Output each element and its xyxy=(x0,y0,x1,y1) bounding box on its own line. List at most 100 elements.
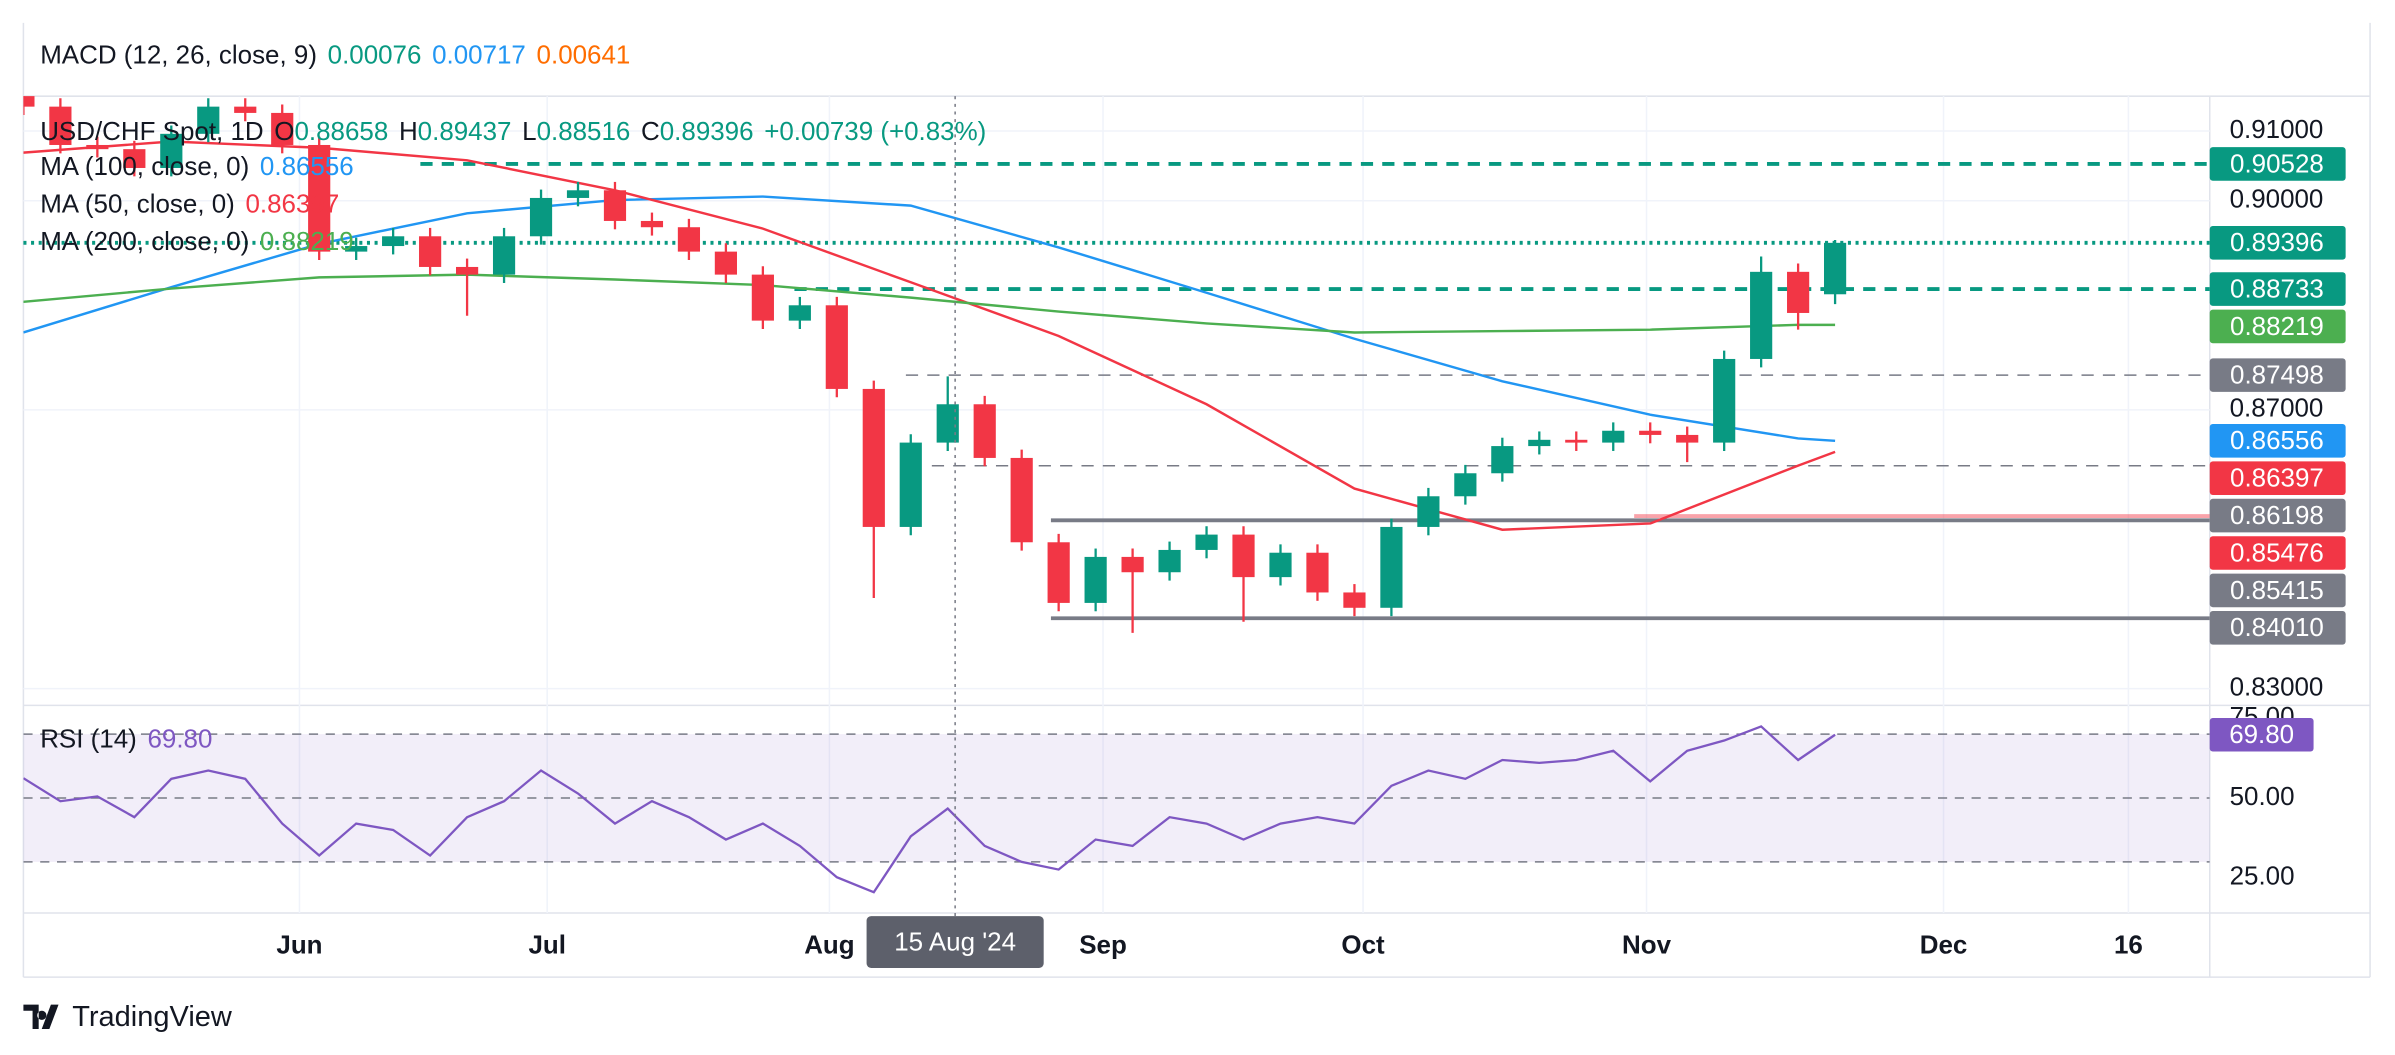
y-tick-label: 0.90000 xyxy=(2230,186,2324,214)
candle-body xyxy=(1823,242,1847,295)
price-tag xyxy=(2209,147,2346,181)
price-tag xyxy=(2209,272,2346,306)
price-tag xyxy=(2209,611,2346,645)
candle-body xyxy=(492,236,516,275)
candle-body xyxy=(1565,439,1588,443)
macd-value: 0.00717 xyxy=(432,41,526,69)
legend-line: RSI (14) 69.80 xyxy=(40,725,212,753)
y-tick-label: 25.00 xyxy=(2230,863,2295,891)
candle-body xyxy=(23,96,35,107)
crosshair-tag xyxy=(866,916,1044,968)
candle-body xyxy=(123,149,146,168)
candle-body xyxy=(1787,271,1810,313)
candle-body xyxy=(566,190,590,198)
candle-body xyxy=(382,236,405,247)
legend-line: USD/CHF Spot, 1D O0.88658 H0.89437 L0.88516… xyxy=(40,118,986,146)
crosshair-label: 15 Aug '24 xyxy=(894,928,1016,956)
candle-body xyxy=(936,404,959,443)
x-tick-label: Jun xyxy=(276,931,322,959)
price-tag-label: 0.85415 xyxy=(2230,577,2324,605)
candle-body xyxy=(603,190,627,221)
candle-body xyxy=(825,305,848,389)
price-tag xyxy=(2209,358,2346,392)
symbol: USD/CHF Spot, 1D xyxy=(40,118,263,146)
brand-name: TradingView xyxy=(72,1001,233,1033)
candle-body xyxy=(1713,358,1736,443)
candle-body xyxy=(677,227,701,252)
price-tag-label: 0.86397 xyxy=(2230,465,2324,493)
candle-body xyxy=(345,246,368,252)
ohlc-value: 0.88516 xyxy=(537,118,631,146)
price-tag-label: 0.90528 xyxy=(2230,150,2324,178)
candle-body xyxy=(1750,271,1773,359)
x-tick-label: 16 xyxy=(2114,931,2143,959)
price-tag xyxy=(2209,498,2346,533)
ohlc-value: 0.89396 xyxy=(660,118,754,146)
price-tag xyxy=(2209,309,2346,344)
y-tick-label: 50.00 xyxy=(2230,783,2295,811)
x-tick-label: Nov xyxy=(1622,931,1672,959)
candle-body xyxy=(640,220,664,228)
legend-line: MA (50, close, 0) 0.86397 xyxy=(40,190,339,218)
candle-body xyxy=(1195,534,1218,550)
x-tick-label: Jul xyxy=(528,931,565,959)
price-tag xyxy=(2209,461,2346,495)
candle-body xyxy=(1047,542,1070,603)
candle-body xyxy=(308,144,331,252)
price-tag-label: 0.88733 xyxy=(2230,275,2324,303)
macd-label: MACD (12, 26, close, 9) xyxy=(40,41,317,69)
candle-body xyxy=(455,266,479,275)
macd-value: 0.00076 xyxy=(328,41,422,69)
legend-line: MACD (12, 26, close, 9) 0.00076 0.00717 0.0… xyxy=(40,41,630,69)
y-tick-label: 0.83000 xyxy=(2230,674,2324,702)
candle-body xyxy=(1306,552,1329,593)
x-tick-label: Aug xyxy=(804,931,854,959)
price-tag xyxy=(2209,423,2346,458)
candle-body xyxy=(1121,556,1144,573)
candle-body xyxy=(49,106,72,145)
moving-average-line xyxy=(23,140,1836,531)
y-tick-label: 0.91000 xyxy=(2230,116,2324,144)
ohlc-value: 0.88658 xyxy=(295,118,389,146)
ohlc-value: 0.89437 xyxy=(418,118,512,146)
ohlc-prefix: H xyxy=(399,118,418,146)
x-tick-label: Sep xyxy=(1079,931,1127,959)
price-tag-label: 0.85476 xyxy=(2230,539,2324,567)
legend-name: MA (100, close, 0) xyxy=(40,153,249,181)
legends: MACD (12, 26, close, 9) 0.00076 0.00717 0.0… xyxy=(40,41,986,753)
legend-line: MA (200, close, 0) 0.88219 xyxy=(40,228,353,256)
price-tag-label: 0.88219 xyxy=(2230,313,2324,341)
ohlc-prefix: L xyxy=(522,118,536,146)
legend-value: 0.86556 xyxy=(260,153,354,181)
price-tag xyxy=(2209,226,2346,260)
candle-body xyxy=(529,197,553,237)
ohlc-prefix: O xyxy=(274,118,294,146)
ohlc-prefix: C xyxy=(641,118,660,146)
rsi-line xyxy=(23,725,1836,894)
candle-body xyxy=(1417,496,1440,527)
candle-body xyxy=(1528,439,1551,447)
macd-value: 0.00641 xyxy=(537,41,631,69)
legend-name: MA (200, close, 0) xyxy=(40,228,249,256)
brand-logo xyxy=(23,1004,59,1030)
candle-body xyxy=(1676,434,1699,443)
rsi-pane xyxy=(23,725,2210,894)
rsi-tag xyxy=(2209,717,2314,752)
x-tick-label: Oct xyxy=(1341,931,1385,959)
price-tag-label: 0.89396 xyxy=(2230,229,2324,257)
candle-body xyxy=(234,106,257,113)
legend-line: MA (100, close, 0) 0.86556 xyxy=(40,153,353,181)
candle-body xyxy=(1491,446,1514,474)
rsi-value: 69.80 xyxy=(147,725,212,753)
candle-body xyxy=(1639,430,1662,435)
x-tick-label: Dec xyxy=(1920,931,1968,959)
legend-name: MA (50, close, 0) xyxy=(40,190,235,218)
candle-body xyxy=(419,236,442,267)
moving-average-line xyxy=(23,195,1836,443)
candle-body xyxy=(788,305,811,321)
candle-body xyxy=(862,388,885,527)
candle-body xyxy=(197,106,220,134)
price-tag xyxy=(2209,573,2346,608)
legend-value: 0.86397 xyxy=(246,190,340,218)
price-tag-label: 0.86556 xyxy=(2230,427,2324,455)
